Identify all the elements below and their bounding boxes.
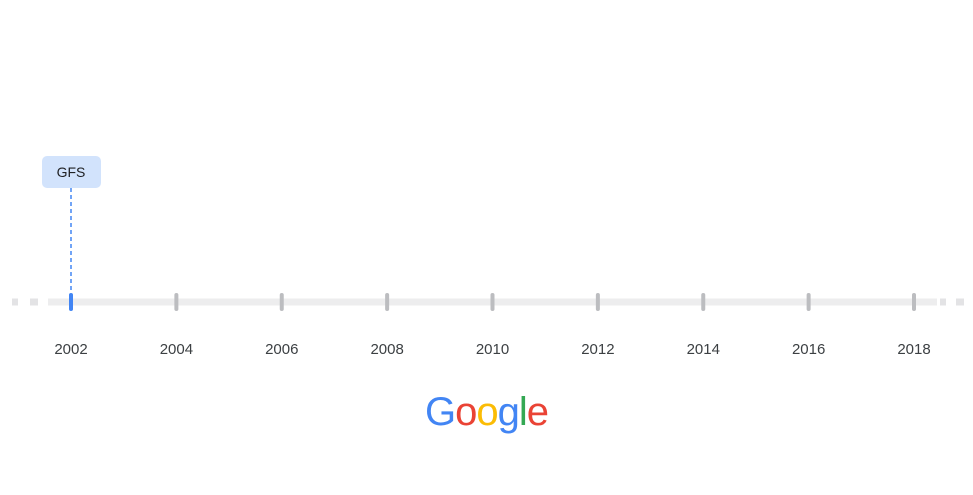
logo-letter: g	[497, 390, 520, 434]
year-tick-2004	[174, 293, 179, 311]
timeline-labels-group: 2002 2004 2006 2008 2010 2012 2014 2016 2018	[54, 341, 930, 358]
year-tick-2002	[69, 293, 73, 311]
year-tick-2010	[490, 293, 495, 311]
year-label-2014: 2014	[687, 341, 720, 358]
timeline-events-group: GFS	[42, 156, 101, 293]
logo-letter: l	[518, 390, 528, 434]
event-marker-gfs: GFS	[42, 156, 101, 293]
logo-letter: G	[424, 390, 456, 434]
timeline-ticks-group	[69, 293, 916, 311]
year-tick-2016	[806, 293, 811, 311]
year-label-2006: 2006	[265, 341, 298, 358]
event-label: GFS	[57, 164, 86, 180]
year-label-2004: 2004	[160, 341, 193, 358]
logo-letter: o	[476, 390, 498, 434]
event-box	[42, 156, 101, 188]
year-label-2018: 2018	[897, 341, 930, 358]
year-tick-2014	[701, 293, 706, 311]
year-label-2008: 2008	[370, 341, 403, 358]
year-tick-2006	[279, 293, 284, 311]
logo-letter: o	[455, 390, 477, 434]
google-logo: Google	[0, 392, 973, 432]
year-label-2002: 2002	[54, 341, 87, 358]
year-tick-2012	[595, 293, 600, 311]
year-label-2012: 2012	[581, 341, 614, 358]
logo-letter: e	[526, 390, 549, 434]
year-tick-2018	[912, 293, 916, 311]
year-label-2016: 2016	[792, 341, 825, 358]
year-label-2010: 2010	[476, 341, 509, 358]
year-tick-2008	[385, 293, 390, 311]
